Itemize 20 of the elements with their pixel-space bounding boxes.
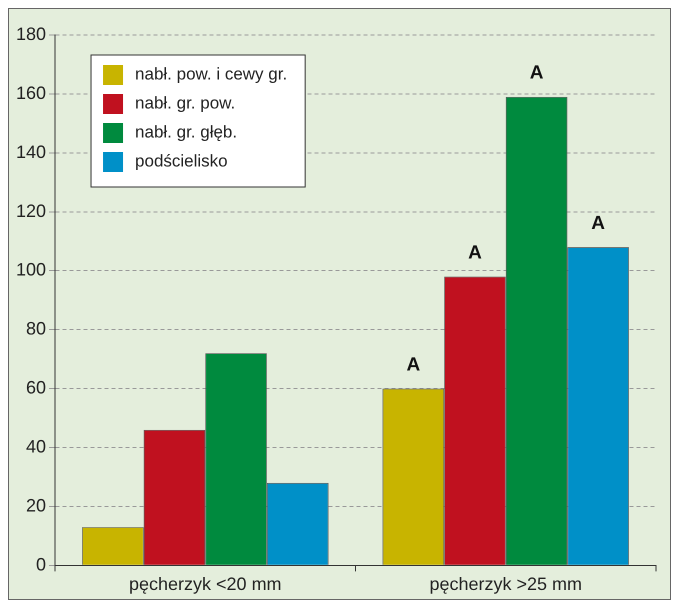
legend-label: nabł. gr. pow. (135, 94, 236, 113)
x-tick-label: pęcherzyk <20 mm (128, 574, 282, 594)
legend-label: nabł. gr. głęb. (135, 122, 238, 142)
y-tick-label: 120 (16, 200, 46, 221)
y-tick-label: 60 (26, 378, 46, 398)
y-tick-label: 0 (36, 554, 46, 574)
x-tick-label: pęcherzyk >25 mm (429, 574, 582, 594)
annotation: A (530, 62, 544, 84)
y-tick-label: 40 (26, 436, 46, 456)
y-tick-label: 140 (16, 142, 46, 162)
legend-label: podścielisko (135, 152, 228, 171)
y-tick-label: 80 (26, 318, 46, 339)
y-tick-label: 20 (26, 495, 46, 516)
annotation: A (591, 212, 606, 234)
annotation: A (468, 242, 482, 264)
annotation: A (406, 354, 420, 376)
y-tick-label: 180 (16, 24, 46, 44)
y-tick-label: 100 (16, 260, 46, 280)
legend-label: nabł. pow. i cewy gr. (135, 64, 288, 84)
y-tick-label: 160 (16, 82, 46, 103)
